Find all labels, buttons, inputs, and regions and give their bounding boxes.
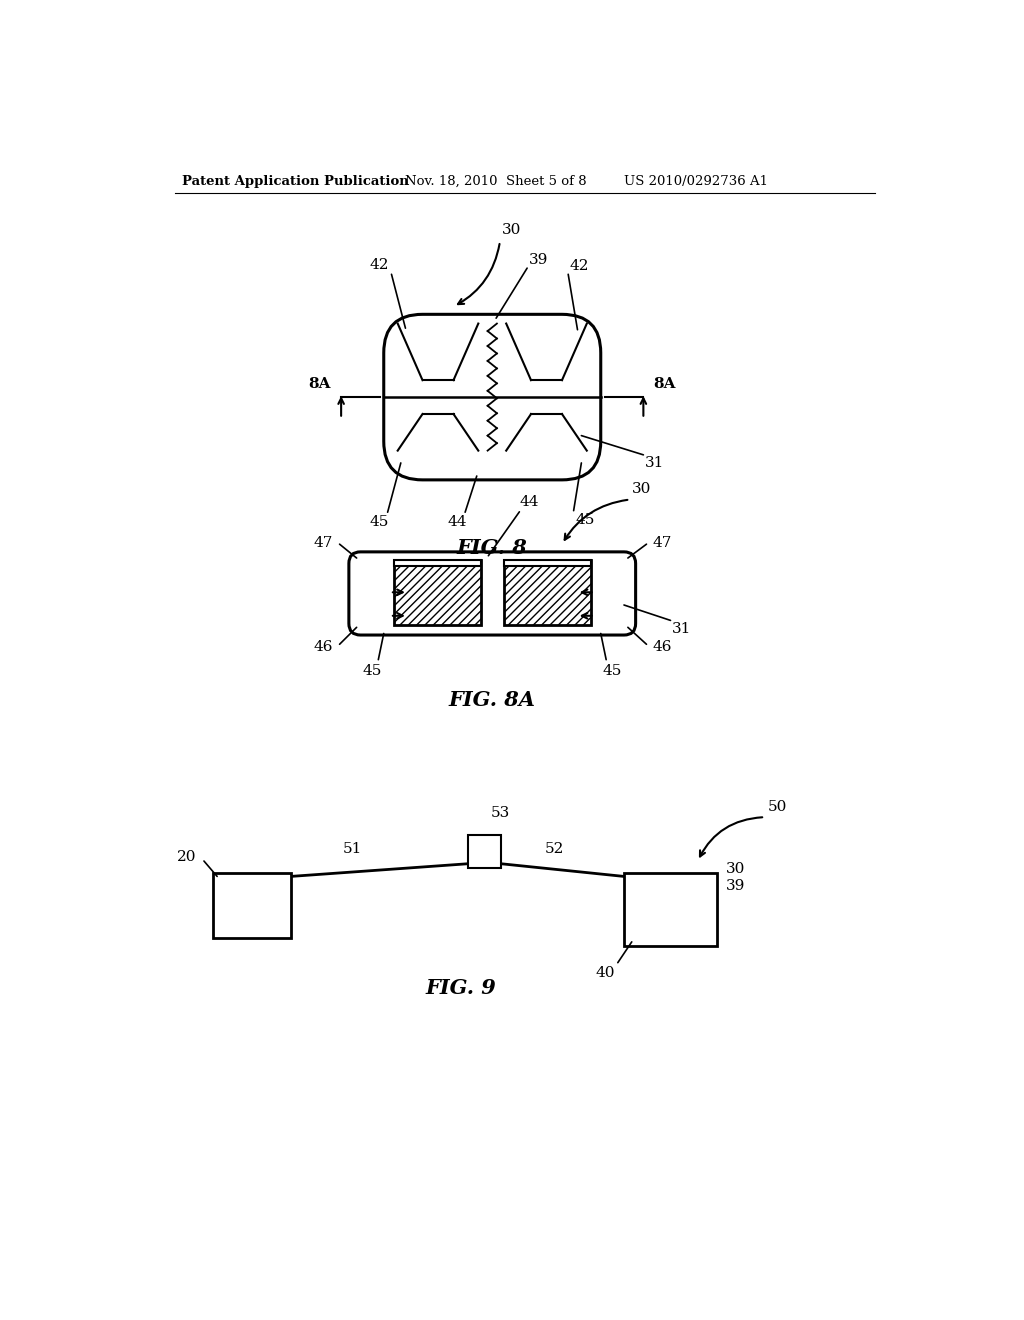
Bar (394, 560, 480, 626)
Text: 51: 51 (343, 842, 362, 857)
Bar (394, 560, 480, 566)
FancyBboxPatch shape (349, 552, 636, 635)
Text: US 2010/0292736 A1: US 2010/0292736 A1 (624, 176, 768, 187)
Text: 44: 44 (447, 515, 467, 529)
Text: 44: 44 (519, 495, 539, 508)
Bar (504, 560, 591, 626)
Text: 30: 30 (726, 862, 745, 875)
FancyBboxPatch shape (384, 314, 601, 480)
Text: 31: 31 (672, 622, 691, 636)
Text: 46: 46 (652, 640, 672, 653)
Text: 45: 45 (370, 515, 389, 528)
Text: FIG. 8: FIG. 8 (457, 537, 527, 557)
Text: FIG. 9: FIG. 9 (426, 978, 497, 998)
Bar (624, 873, 717, 945)
Text: 42: 42 (370, 257, 389, 272)
Text: 47: 47 (314, 536, 334, 549)
Text: 42: 42 (569, 259, 589, 273)
Text: Nov. 18, 2010  Sheet 5 of 8: Nov. 18, 2010 Sheet 5 of 8 (406, 176, 587, 187)
Bar (213, 873, 291, 939)
Text: 45: 45 (362, 664, 382, 678)
Text: 8A: 8A (653, 378, 676, 391)
Text: 31: 31 (645, 457, 665, 470)
Text: 30: 30 (502, 223, 521, 238)
Text: 50: 50 (767, 800, 786, 814)
Text: 39: 39 (726, 879, 745, 894)
Text: 52: 52 (545, 842, 564, 857)
Text: 46: 46 (314, 640, 334, 653)
Text: 53: 53 (490, 805, 510, 820)
Bar (504, 560, 591, 566)
Text: 45: 45 (603, 664, 622, 678)
Text: 45: 45 (575, 513, 595, 527)
Text: FIG. 8A: FIG. 8A (449, 690, 536, 710)
Text: 20: 20 (177, 850, 197, 865)
Text: 40: 40 (595, 966, 614, 979)
Text: 39: 39 (528, 252, 548, 267)
Text: 30: 30 (632, 482, 651, 496)
Text: 8A: 8A (308, 378, 331, 391)
Bar (468, 836, 501, 867)
Text: Patent Application Publication: Patent Application Publication (182, 176, 409, 187)
Text: 47: 47 (652, 536, 672, 549)
